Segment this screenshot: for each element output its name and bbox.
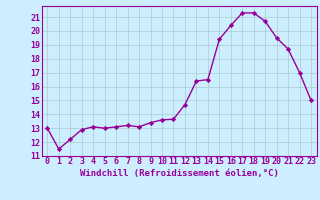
X-axis label: Windchill (Refroidissement éolien,°C): Windchill (Refroidissement éolien,°C): [80, 169, 279, 178]
